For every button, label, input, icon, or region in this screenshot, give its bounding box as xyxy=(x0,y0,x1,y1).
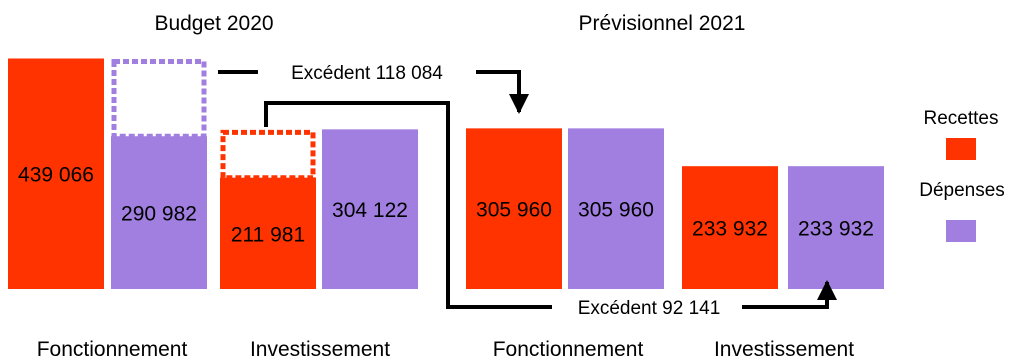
excedent-1-arrow xyxy=(476,70,529,114)
value-label-depenses-fonctionnement-0: 290 982 xyxy=(121,203,197,226)
bar-depenses-fonctionnement-0 xyxy=(111,136,207,289)
value-label-recettes-investissement-1: 233 932 xyxy=(692,218,768,241)
excedent-2-label: Excédent 92 141 xyxy=(578,298,721,319)
bar-depenses-investissement-0 xyxy=(322,129,418,289)
category-label-fonctionnement-2021: Fonctionnement xyxy=(493,338,644,361)
legend-label-recettes: Recettes xyxy=(924,108,999,129)
group-title-previsionnel-2021: Prévisionnel 2021 xyxy=(579,12,746,35)
legend-label-depenses: Dépenses xyxy=(919,180,1005,201)
bar-recettes-fonctionnement-1 xyxy=(466,128,562,289)
bar-depenses-fonctionnement-1 xyxy=(568,128,664,289)
excess-box-investissement-0 xyxy=(220,129,316,181)
category-label-fonctionnement-2020: Fonctionnement xyxy=(37,338,188,361)
value-label-recettes-fonctionnement-0: 439 066 xyxy=(18,164,94,187)
legend-swatch-depenses xyxy=(946,220,976,242)
excedent-2-arrow xyxy=(742,280,837,309)
value-label-depenses-fonctionnement-1: 305 960 xyxy=(578,199,654,222)
bar-depenses-investissement-1 xyxy=(788,166,884,289)
bar-recettes-fonctionnement-0 xyxy=(8,58,104,289)
legend-swatch-recettes xyxy=(946,138,976,160)
value-label-recettes-investissement-0: 211 981 xyxy=(231,223,305,246)
excedent-1-label: Excédent 118 084 xyxy=(291,63,443,84)
bars-layer: 439 066 290 982 211 981 304 122 305 960 305 9… xyxy=(8,58,884,289)
bar-recettes-investissement-0 xyxy=(220,177,316,289)
bar-recettes-investissement-1 xyxy=(682,166,778,289)
value-label-depenses-investissement-1: 233 932 xyxy=(798,218,874,241)
category-label-investissement-2021: Investissement xyxy=(714,338,854,361)
excess-box-fonctionnement-0 xyxy=(111,58,207,139)
value-label-recettes-fonctionnement-1: 305 960 xyxy=(476,199,552,222)
group-title-budget-2020: Budget 2020 xyxy=(154,12,273,35)
excedent-2-line-left xyxy=(264,101,552,309)
category-label-investissement-2020: Investissement xyxy=(250,338,390,361)
value-label-depenses-investissement-0: 304 122 xyxy=(332,199,408,222)
